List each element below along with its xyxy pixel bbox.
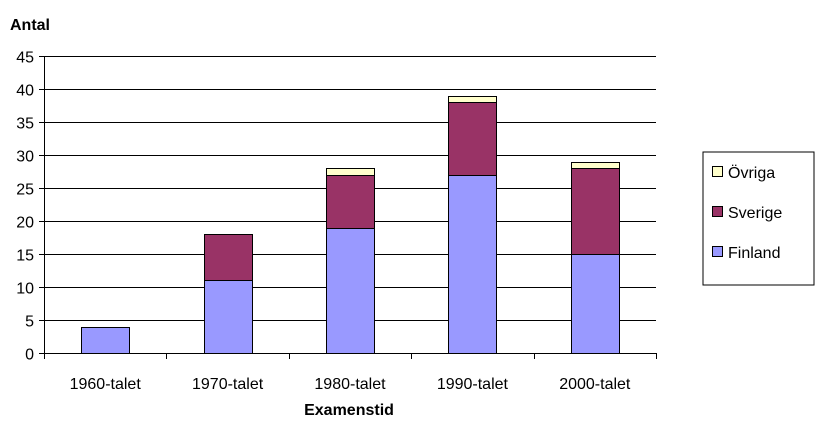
bar-segment <box>326 168 375 176</box>
legend: Övriga Sverige Finland <box>702 151 815 286</box>
bar-segment <box>571 254 620 354</box>
x-tick-label: 1980-talet <box>314 376 386 393</box>
y-tick-label: 40 <box>16 83 34 100</box>
y-tick-label: 25 <box>16 182 34 199</box>
x-axis-title: Examenstid <box>304 402 394 419</box>
x-tick-label: 1970-talet <box>192 376 264 393</box>
y-tick-label: 45 <box>16 50 34 67</box>
y-tick-label: 20 <box>16 215 34 232</box>
bar-segment <box>448 96 497 103</box>
legend-swatch <box>712 166 723 177</box>
y-tick-label: 30 <box>16 149 34 166</box>
bar-segment <box>448 102 497 176</box>
y-tick-label: 0 <box>25 347 34 364</box>
bar-segment <box>204 280 253 354</box>
legend-label: Övriga <box>728 164 775 182</box>
x-tick-label: 2000-talet <box>559 376 631 393</box>
bars <box>81 96 620 354</box>
bar-segment <box>326 228 375 354</box>
y-tick-labels: 0 5 10 15 20 25 30 35 40 45 <box>16 50 34 364</box>
y-tick-label: 5 <box>25 314 34 331</box>
bar-segment <box>571 162 620 169</box>
bar-segment <box>204 234 253 281</box>
legend-label: Sverige <box>728 205 782 222</box>
y-tick-label: 10 <box>16 281 34 298</box>
bar-segment <box>326 175 375 229</box>
legend-swatch <box>712 246 723 257</box>
legend-swatch <box>712 206 723 217</box>
x-tick-label: 1960-talet <box>70 376 142 393</box>
legend-label: Finland <box>728 245 780 262</box>
bar-segment <box>448 175 497 354</box>
y-tick-label: 35 <box>16 116 34 133</box>
x-tick-labels: 1960-talet 1970-talet 1980-talet 1990-talet… <box>70 376 631 393</box>
bar-segment <box>571 168 620 255</box>
y-tick-label: 15 <box>16 248 34 265</box>
axes <box>44 56 657 359</box>
x-tick-label: 1990-talet <box>437 376 509 393</box>
y-axis-title: Antal <box>10 17 50 34</box>
bar-segment <box>81 327 130 354</box>
